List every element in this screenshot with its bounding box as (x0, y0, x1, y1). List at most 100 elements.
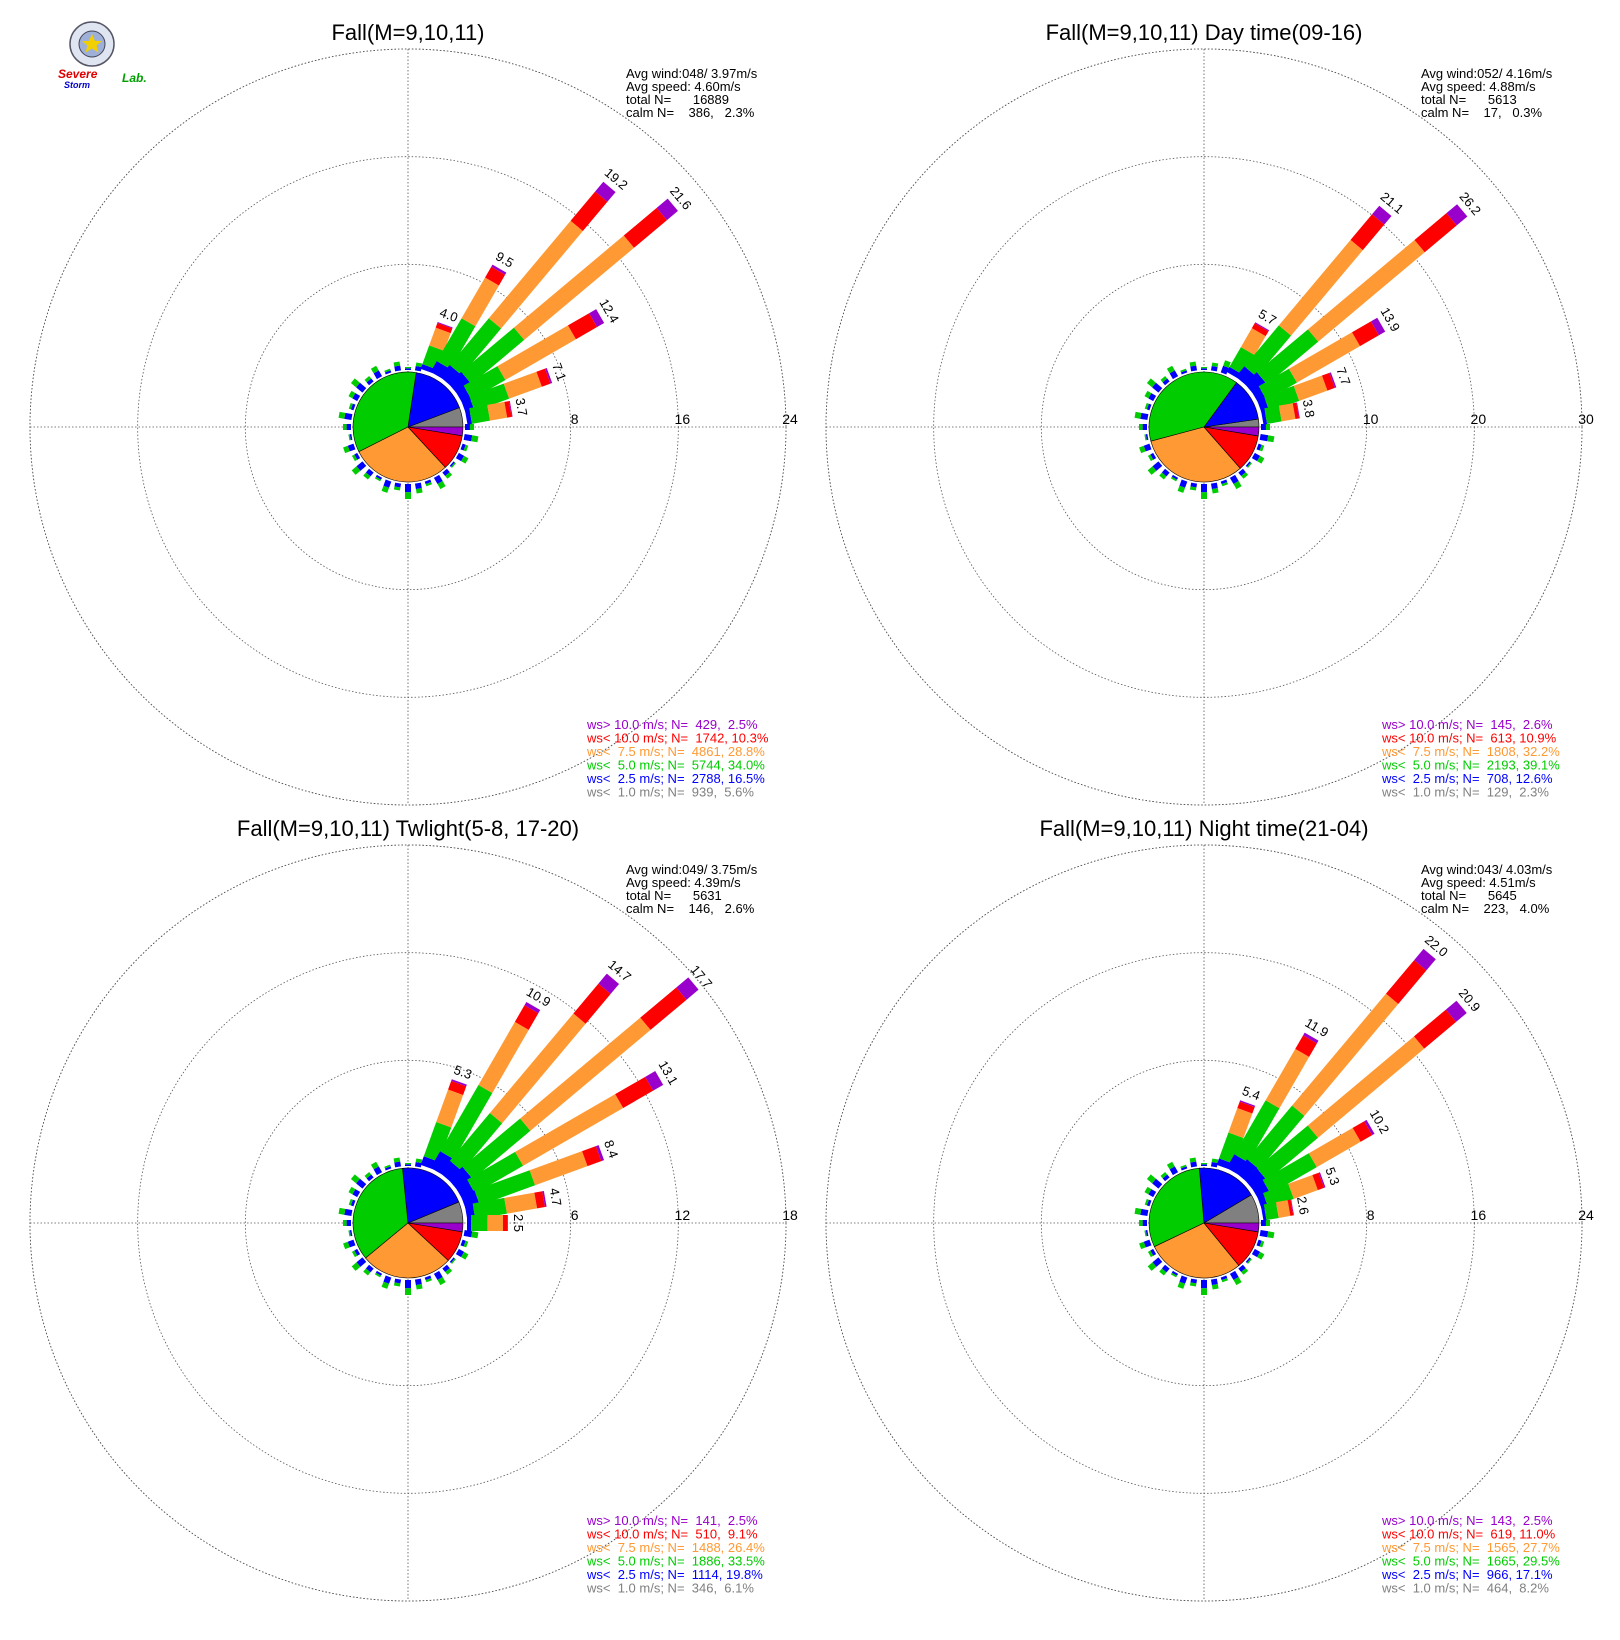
legend-entry-lt10: ws< 10.0 m/s; N= 1742, 10.3% (586, 731, 769, 746)
wind-bar-segment (478, 1021, 529, 1093)
bar-value-label: 2.6 (1294, 1195, 1312, 1215)
minor-dir-bar (1143, 443, 1152, 452)
wind-bar-segment (1370, 317, 1386, 336)
wind-bar-segment (467, 1151, 524, 1194)
chart-title: Fall(M=9,10,11) Day time(09-16) (1046, 20, 1363, 45)
minor-dir-bar (1251, 452, 1261, 462)
minor-dir-bar (1160, 376, 1168, 383)
wind-bar-segment (464, 408, 473, 425)
wind-bar-segment (1234, 1100, 1280, 1163)
minor-dir-bar (384, 370, 392, 375)
minor-dir-bar (350, 378, 360, 388)
wind-bar-segment (1308, 1127, 1361, 1168)
minor-dir-bar (381, 1281, 390, 1289)
minor-dir-bar (463, 1229, 473, 1238)
wind-bar-segment (455, 1179, 476, 1201)
wind-bar-segment (567, 313, 598, 340)
wind-bar-segment (461, 327, 525, 385)
minor-dir-bar (1146, 1174, 1156, 1184)
ring-tick-label: 18 (782, 1207, 798, 1223)
wind-bar-segment (1244, 325, 1292, 377)
minor-dir-bar (424, 479, 432, 485)
ring-tick-label: 8 (1367, 1207, 1375, 1223)
minor-dir-bar (1162, 378, 1170, 386)
wind-rose-panel-4: Fall(M=9,10,11) Night time(21-04) 8 16 24 5.… (825, 816, 1594, 1602)
minor-dir-bar (1140, 412, 1149, 421)
minor-dir-bar (338, 411, 346, 419)
minor-dir-bar (351, 1262, 361, 1271)
wind-bar-segment (1235, 1159, 1260, 1183)
minor-dir-bar (1221, 1278, 1229, 1283)
bar-value-label: 8.4 (601, 1138, 621, 1160)
legend-entry-lt25: ws< 2.5 m/s; N= 2788, 16.5% (586, 771, 765, 786)
minor-dir-bar (1162, 1174, 1170, 1182)
minor-dir-bar (1170, 476, 1177, 482)
wind-bar-segment (461, 277, 499, 327)
wind-bar-segment (645, 1071, 664, 1091)
minor-dir-bar (1146, 378, 1156, 388)
wind-bar-segment (460, 396, 475, 415)
pie-slice-lt25 (407, 372, 460, 428)
minor-dir-bar (356, 1257, 367, 1267)
minor-dir-bar (1241, 1268, 1249, 1275)
wind-bar-segment (436, 318, 476, 370)
wind-bar-segment (595, 181, 616, 202)
minor-dir-bar (1210, 366, 1218, 372)
info-line: Avg wind:049/ 3.75m/s (626, 862, 758, 877)
pie-slice-lt5 (1148, 1167, 1205, 1248)
minor-dir-bar (463, 433, 473, 442)
wind-bar-segment (515, 1094, 624, 1166)
info-line: total N= 5645 (1421, 888, 1517, 903)
chart-title: Fall(M=9,10,11) (331, 20, 484, 45)
minor-dir-bar (1169, 1166, 1179, 1176)
minor-dir-bar (414, 366, 422, 372)
info-line: calm N= 223, 4.0% (1421, 901, 1550, 916)
bar-value-label: 5.3 (452, 1062, 474, 1082)
minor-dir-bar (437, 1277, 446, 1286)
minor-dir-bar (354, 452, 361, 460)
wind-bar-segment (1293, 375, 1328, 401)
wind-rose-panel-1: Fall(M=9,10,11)8 16 244.09.519.221.612.47.… (29, 20, 798, 806)
wind-bar-segment (623, 207, 667, 248)
minor-dir-bar (354, 1248, 361, 1256)
minor-dir-bar (1245, 1257, 1251, 1263)
legend-entry-lt10: ws< 10.0 m/s; N= 619, 11.0% (1381, 1527, 1556, 1542)
minor-dir-bar (381, 485, 390, 493)
minor-dir-bar (393, 1282, 401, 1287)
minor-dir-bar (1241, 472, 1249, 479)
minor-dir-bar (1189, 486, 1197, 491)
wind-bar-segment (1256, 1125, 1319, 1181)
wind-bar-segment (1256, 1193, 1269, 1211)
ring-tick-label: 12 (675, 1207, 691, 1223)
minor-dir-bar (1247, 1258, 1252, 1264)
minor-dir-bar (1159, 1268, 1167, 1276)
legend-entry-lt25: ws< 2.5 m/s; N= 708, 12.6% (1381, 771, 1553, 786)
minor-dir-bar (1152, 461, 1163, 471)
wind-bar-segment (1254, 322, 1270, 332)
minor-dir-bar (348, 390, 356, 399)
legend-entry-lt5: ws< 5.0 m/s; N= 5744, 34.0% (586, 758, 765, 773)
wind-bar-segment (430, 1151, 455, 1176)
minor-dir-bar (370, 1161, 379, 1170)
legend-entry-lt1: ws< 1.0 m/s; N= 129, 2.3% (1381, 785, 1549, 800)
minor-dir-bar (1160, 1172, 1168, 1179)
legend-entry-lt25: ws< 2.5 m/s; N= 1114, 19.8% (586, 1567, 763, 1582)
wind-bar-segment (422, 345, 445, 370)
legend-entry-lt1: ws< 1.0 m/s; N= 346, 6.1% (586, 1581, 754, 1596)
wind-bar-segment (534, 1191, 546, 1209)
minor-dir-bar (365, 1264, 374, 1273)
minor-dir-bar (352, 1189, 361, 1198)
wind-bar-segment (1251, 323, 1269, 337)
legend-entry-lt10: ws< 10.0 m/s; N= 613, 10.9% (1381, 731, 1557, 746)
minor-dir-bar (455, 1248, 465, 1258)
wind-bar-segment (1352, 321, 1379, 347)
wind-bar-segment (451, 1079, 467, 1087)
bar-value-label: 4.7 (547, 1187, 565, 1207)
minor-dir-bar (373, 370, 383, 380)
wind-bar-segment (1256, 329, 1319, 385)
wind-bar-segment (464, 1203, 476, 1221)
minor-dir-bar (1171, 474, 1179, 480)
wind-bar-segment (503, 371, 542, 399)
minor-dir-bar (1259, 1229, 1269, 1238)
pie-slice-lt75 (1153, 1222, 1240, 1279)
